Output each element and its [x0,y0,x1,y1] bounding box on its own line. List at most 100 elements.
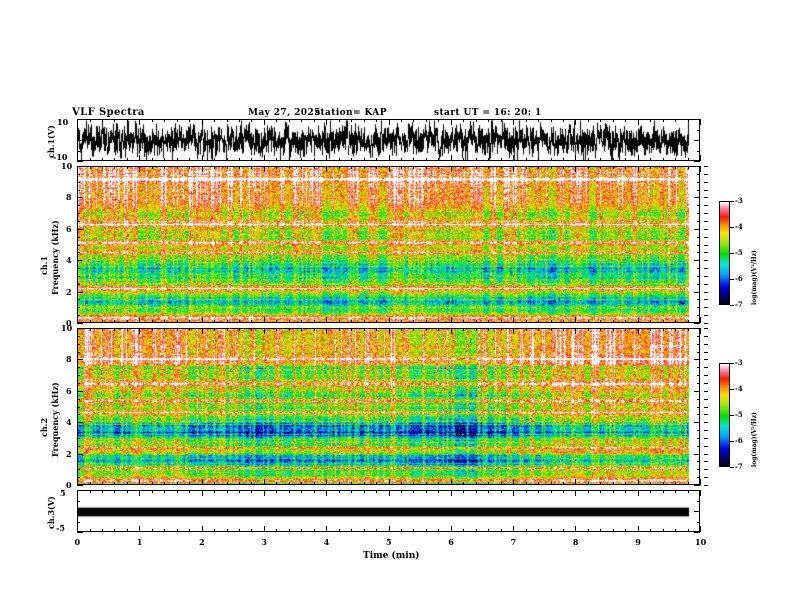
ch1-spectrogram-ytick-right [694,323,700,324]
ch3-waveform-xtick-top [425,490,427,493]
ch1-spectrogram-xtick-top [263,166,265,172]
colorbar-ch1-tick--4: -4 [735,222,743,231]
ch1-spectrogram-ytick-right [697,252,700,254]
ch2-spectrogram-panel [77,328,700,485]
ch2-spectrogram-xtick-bottom [675,482,677,485]
ch1-waveform-ytick-right [694,140,700,141]
ch3-waveform-xtick-bottom [488,529,490,532]
ch2-spectrogram-xtick-top [575,328,577,334]
colorbar-ch2-tickmark [730,467,734,468]
ch3-waveform-xtick-top [326,490,328,496]
ch1-waveform-xtick-bottom [313,158,315,161]
ch2-spectrogram-xtick-top [276,328,278,331]
ch2-spectrogram-xtick-bottom [338,482,340,485]
ch1-waveform-xtick-bottom [226,158,228,161]
ch2-spectrogram-ytick-left [77,335,80,337]
ch2-spectrogram-xtick-top [612,328,614,331]
ch2-spectrogram-ytick-left [77,406,80,408]
ch2-spectrogram-xtick-top [662,328,664,331]
ch2-spectrogram-ytick-left [77,382,80,384]
ch1-waveform-xtick-bottom [488,158,490,161]
ch1-spectrogram-xtick-top [288,166,290,169]
ch2-spectrogram-ytick-right [694,328,700,329]
colorbar-ch2-tick--3: -3 [735,358,743,367]
ch1-spectrogram-xtick-bottom [201,317,203,323]
ch2-spectrogram-outer-tick [704,422,708,424]
ch1-spectrogram-xtick-top [637,166,639,172]
ch1-spectrogram-xtick-bottom [463,320,465,323]
ch2-spectrogram-xtick-top [650,328,652,331]
ch1-spectrogram-xtick-bottom [363,320,365,323]
ch1-spectrogram-xtick-bottom [351,320,353,323]
ch1-waveform-xtick-top [89,119,91,122]
ch1-spectrogram-ytick-left [77,166,83,167]
ch2-spectrogram-xtick-bottom [562,482,564,485]
ch1-waveform-xtick-bottom [500,158,502,161]
ch1-waveform-xtick-bottom [550,158,552,161]
ch2-spectrogram-outer-tick [704,485,708,486]
ch2-spectrogram-ytick-left [77,359,83,361]
colorbar-ch2 [719,363,730,467]
ch2-spectrogram-xtick-bottom [139,479,141,485]
ch1-spectrogram-xtick-top [338,166,340,169]
ch1-spectrogram-ytick-left [77,283,80,285]
ch2-spectrogram-outer-tick [704,445,708,447]
ch1-spectrogram-ytick-8: 8 [66,192,72,203]
ch1-waveform-xtick-top [587,119,589,122]
ch1-spectrogram-xtick-bottom [562,320,564,323]
ch1-waveform-xtick-bottom [475,158,477,161]
ch1-spectrogram-outer-tick [704,283,708,285]
ch1-spectrogram-xtick-bottom [500,320,502,323]
ch1-spectrogram-xtick-bottom [101,320,103,323]
ch1-spectrogram-ytick-right [694,228,700,230]
ch1-spectrogram-xtick-top [401,166,402,169]
ch1-waveform-xtick-bottom [513,155,515,161]
ch1-spectrogram-outer-tick [704,315,708,317]
ch1-spectrogram-xtick-bottom [488,320,490,323]
ch1-waveform-xtick-top [475,119,477,122]
ch3-waveform-xtick-top [176,490,178,493]
ch3-waveform-xtick-top [388,490,390,496]
ch2-spectrogram-xtick-bottom [214,482,216,485]
ch1-spectrogram-xtick-top [376,166,377,169]
ch2-spectrogram-ytick-left [77,477,80,479]
ch3-waveform-xtick-top [525,490,527,493]
ch3-waveform-xtick-bottom [189,529,191,532]
ch2-spectrogram-xtick-top [425,328,427,331]
ch2-spectrogram-outer-tick [704,382,708,384]
ch1-waveform-xtick-bottom [538,158,539,161]
ch1-spectrogram-xtick-bottom [89,320,91,323]
ch3-waveform-ytick-left [77,521,80,523]
ch2-spectrogram-xtick-top [538,328,539,331]
ch1-spectrogram-xtick-bottom [587,320,589,323]
ch1-waveform-ytick-top: 10 [57,117,69,127]
ch2-spectrogram-xtick-top [89,328,91,331]
ch1-spectrogram-xtick-top [662,166,664,169]
ch2-spectrogram-ytick-left [77,343,80,345]
ch2-spectrogram-xtick-top [363,328,365,331]
ch2-spectrogram-xtick-top [513,328,515,334]
ch3-waveform-xtick-top [313,490,315,493]
ch2-spectrogram-outer-tick [704,351,708,353]
ch1-spectrogram-xtick-bottom [675,320,677,323]
ch1-waveform-xtick-top [550,119,552,122]
ch1-spectrogram-xtick-bottom [313,320,315,323]
ch1-spectrogram-ylabel-channel: ch.1 [39,255,49,275]
ch1-waveform-xtick-bottom [151,158,153,161]
ch2-spectrogram-xtick-bottom [326,479,328,485]
ch1-spectrogram-ytick-left [77,181,80,183]
ch3-waveform-xtick-top [139,490,141,496]
ch2-spectrogram-ytick-right [697,469,700,471]
ch1-waveform-xtick-bottom [438,158,440,161]
ch3-waveform-xtick-top [114,490,116,493]
ch1-waveform-xtick-top [650,119,652,122]
ch3-waveform-xtick-bottom [77,526,78,532]
ch2-spectrogram-ytick-left [77,469,80,471]
ch1-spectrogram-xtick-top [687,166,689,169]
ch2-spectrogram-ytick-8: 8 [66,354,72,365]
ch2-spectrogram-xtick-bottom [463,482,465,485]
ch2-spectrogram-xtick-bottom [513,479,515,485]
ch2-spectrogram-xtick-bottom [164,482,166,485]
ch3-waveform-ytick-right [694,532,700,533]
